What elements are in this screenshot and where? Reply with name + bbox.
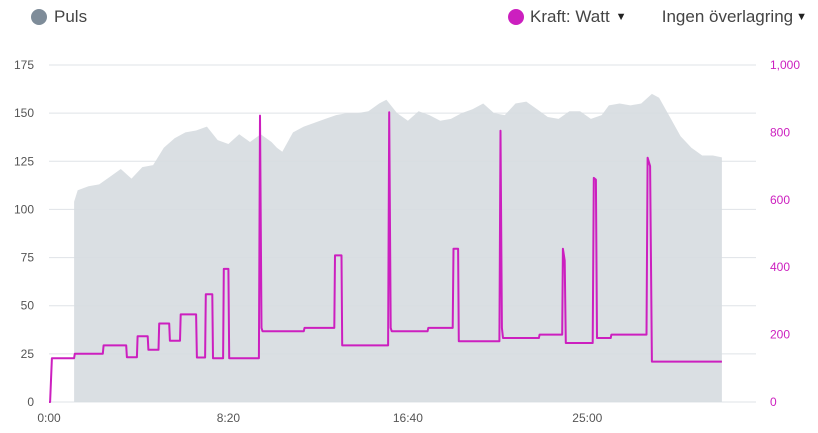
x-tick-label: 0:00 bbox=[37, 411, 61, 425]
caret-down-icon: ▼ bbox=[796, 11, 807, 23]
power-legend-label: Kraft: Watt bbox=[530, 7, 610, 26]
left-tick-label: 100 bbox=[14, 202, 34, 216]
left-tick-label: 125 bbox=[14, 154, 34, 168]
left-tick-label: 50 bbox=[21, 299, 35, 313]
right-tick-label: 600 bbox=[770, 193, 790, 207]
power-line bbox=[49, 111, 722, 403]
power-series bbox=[49, 111, 722, 403]
left-tick-label: 0 bbox=[27, 395, 34, 409]
pulse-legend-dot bbox=[31, 9, 47, 25]
legend-pulse[interactable]: Puls bbox=[31, 7, 87, 27]
x-tick-label: 8:20 bbox=[217, 411, 241, 425]
caret-down-icon: ▼ bbox=[615, 11, 627, 23]
right-tick-label: 800 bbox=[770, 125, 790, 139]
right-tick-label: 200 bbox=[770, 328, 790, 342]
right-axis-ticks: 0 200 400 600 800 1,000 bbox=[770, 58, 800, 409]
right-tick-label: 400 bbox=[770, 260, 790, 274]
left-tick-label: 25 bbox=[21, 347, 35, 361]
x-axis-ticks: 0:00 8:20 16:40 25:00 bbox=[37, 411, 602, 425]
left-tick-label: 175 bbox=[14, 58, 34, 72]
left-tick-label: 75 bbox=[21, 251, 35, 265]
x-tick-label: 25:00 bbox=[572, 411, 602, 425]
right-tick-label: 1,000 bbox=[770, 58, 800, 72]
overlay-dropdown[interactable]: Ingen överlagring ▼ bbox=[662, 7, 807, 27]
power-metric-dropdown[interactable]: Kraft: Watt ▼ bbox=[508, 7, 627, 27]
pulse-series bbox=[74, 93, 722, 403]
pulse-legend-label: Puls bbox=[54, 7, 88, 26]
pulse-area bbox=[74, 93, 722, 403]
right-tick-label: 0 bbox=[770, 395, 777, 409]
power-legend-dot bbox=[508, 9, 524, 25]
x-tick-label: 16:40 bbox=[393, 411, 423, 425]
overlay-label: Ingen överlagring bbox=[661, 7, 794, 26]
left-axis-ticks: 0 25 50 75 100 125 150 175 bbox=[14, 58, 34, 409]
left-tick-label: 150 bbox=[14, 106, 34, 120]
